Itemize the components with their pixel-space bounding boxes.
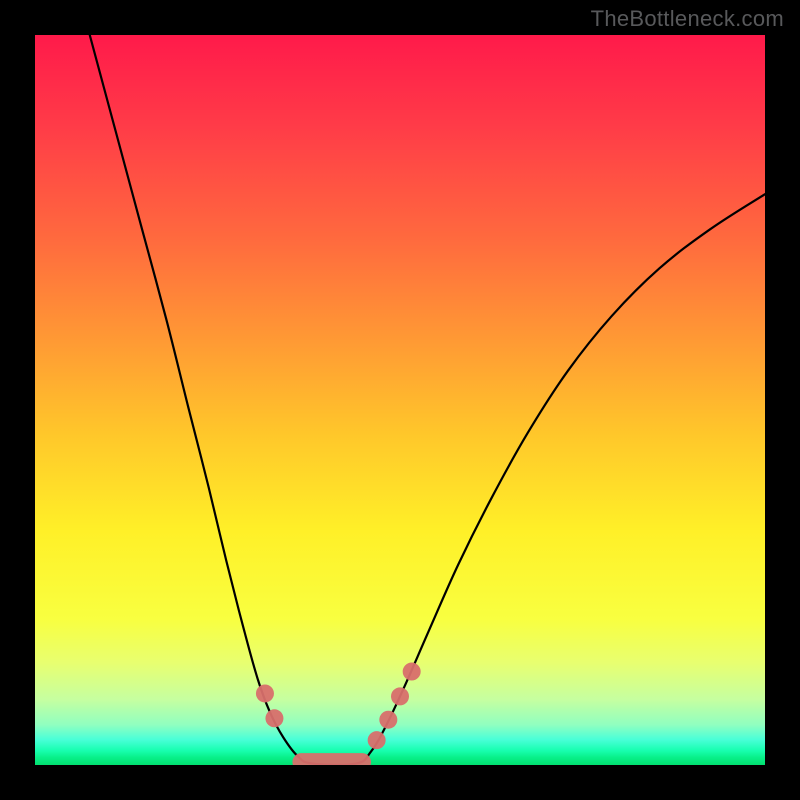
- marker-dot: [256, 684, 274, 702]
- bottleneck-curve: [90, 35, 765, 765]
- marker-dot: [368, 731, 386, 749]
- frame-right: [765, 0, 800, 800]
- marker-dot: [379, 711, 397, 729]
- chart-overlay: [35, 35, 765, 765]
- marker-dot: [265, 709, 283, 727]
- watermark-text: TheBottleneck.com: [591, 6, 784, 32]
- marker-dot: [391, 687, 409, 705]
- frame-bottom: [0, 765, 800, 800]
- plot-area: [35, 35, 765, 765]
- frame-left: [0, 0, 35, 800]
- trough-markers: [256, 663, 421, 765]
- marker-pill: [292, 753, 371, 765]
- marker-dot: [403, 663, 421, 681]
